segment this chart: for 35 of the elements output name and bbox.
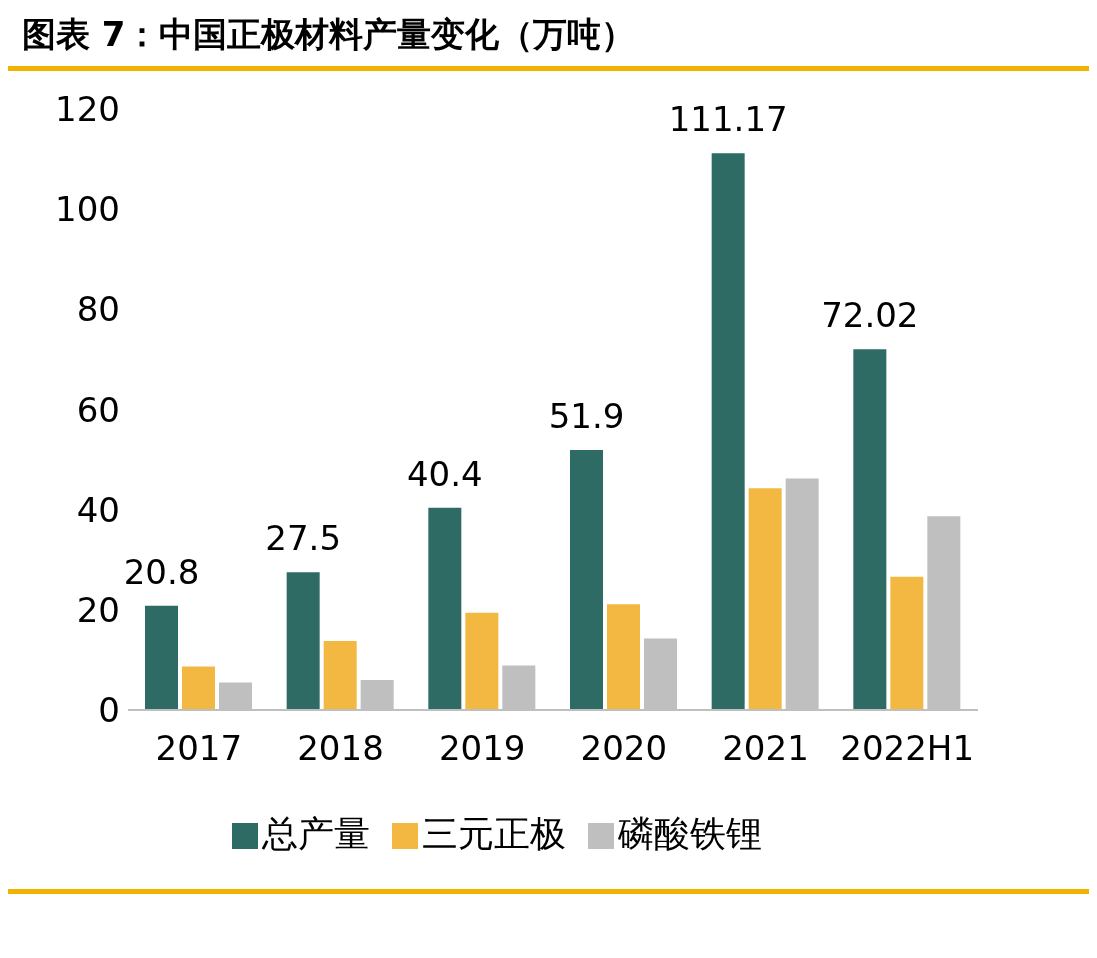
x-tick-label: 2018 [297,728,384,769]
y-tick-label: 40 [76,489,120,530]
bar [428,507,462,710]
data-label: 51.9 [548,396,625,437]
data-label: 20.8 [123,551,200,592]
x-tick-label: 2017 [155,728,243,769]
bar [465,612,499,710]
x-tick-label: 2020 [580,728,668,769]
bar [890,576,924,710]
data-label: 72.02 [821,295,919,336]
bar [182,666,215,710]
bar [711,153,745,710]
bar [853,349,887,710]
y-tick-label: 60 [76,389,120,430]
x-tick-label: 2022H1 [840,728,975,769]
data-label: 27.5 [265,518,342,559]
legend-label: 磷酸铁锂 [618,813,762,854]
y-tick-label: 100 [55,189,120,230]
bar [323,640,357,710]
bar [570,450,603,710]
bar [286,572,320,710]
x-tick-label: 2019 [438,728,526,769]
y-tick-label: 80 [76,289,120,330]
bar [748,488,782,710]
data-label: 111.17 [668,99,788,140]
legend-label: 三元正极 [422,813,566,854]
y-tick-label: 20 [76,589,120,630]
y-tick-label: 0 [98,690,120,731]
bar [607,604,640,710]
y-tick-label: 120 [55,89,120,130]
x-tick-label: 2021 [722,728,809,769]
bar [145,605,178,710]
chart-title: 图表 7：中国正极材料产量变化（万吨） [21,13,637,56]
legend-label: 总产量 [262,813,370,854]
data-label: 40.4 [406,453,483,494]
